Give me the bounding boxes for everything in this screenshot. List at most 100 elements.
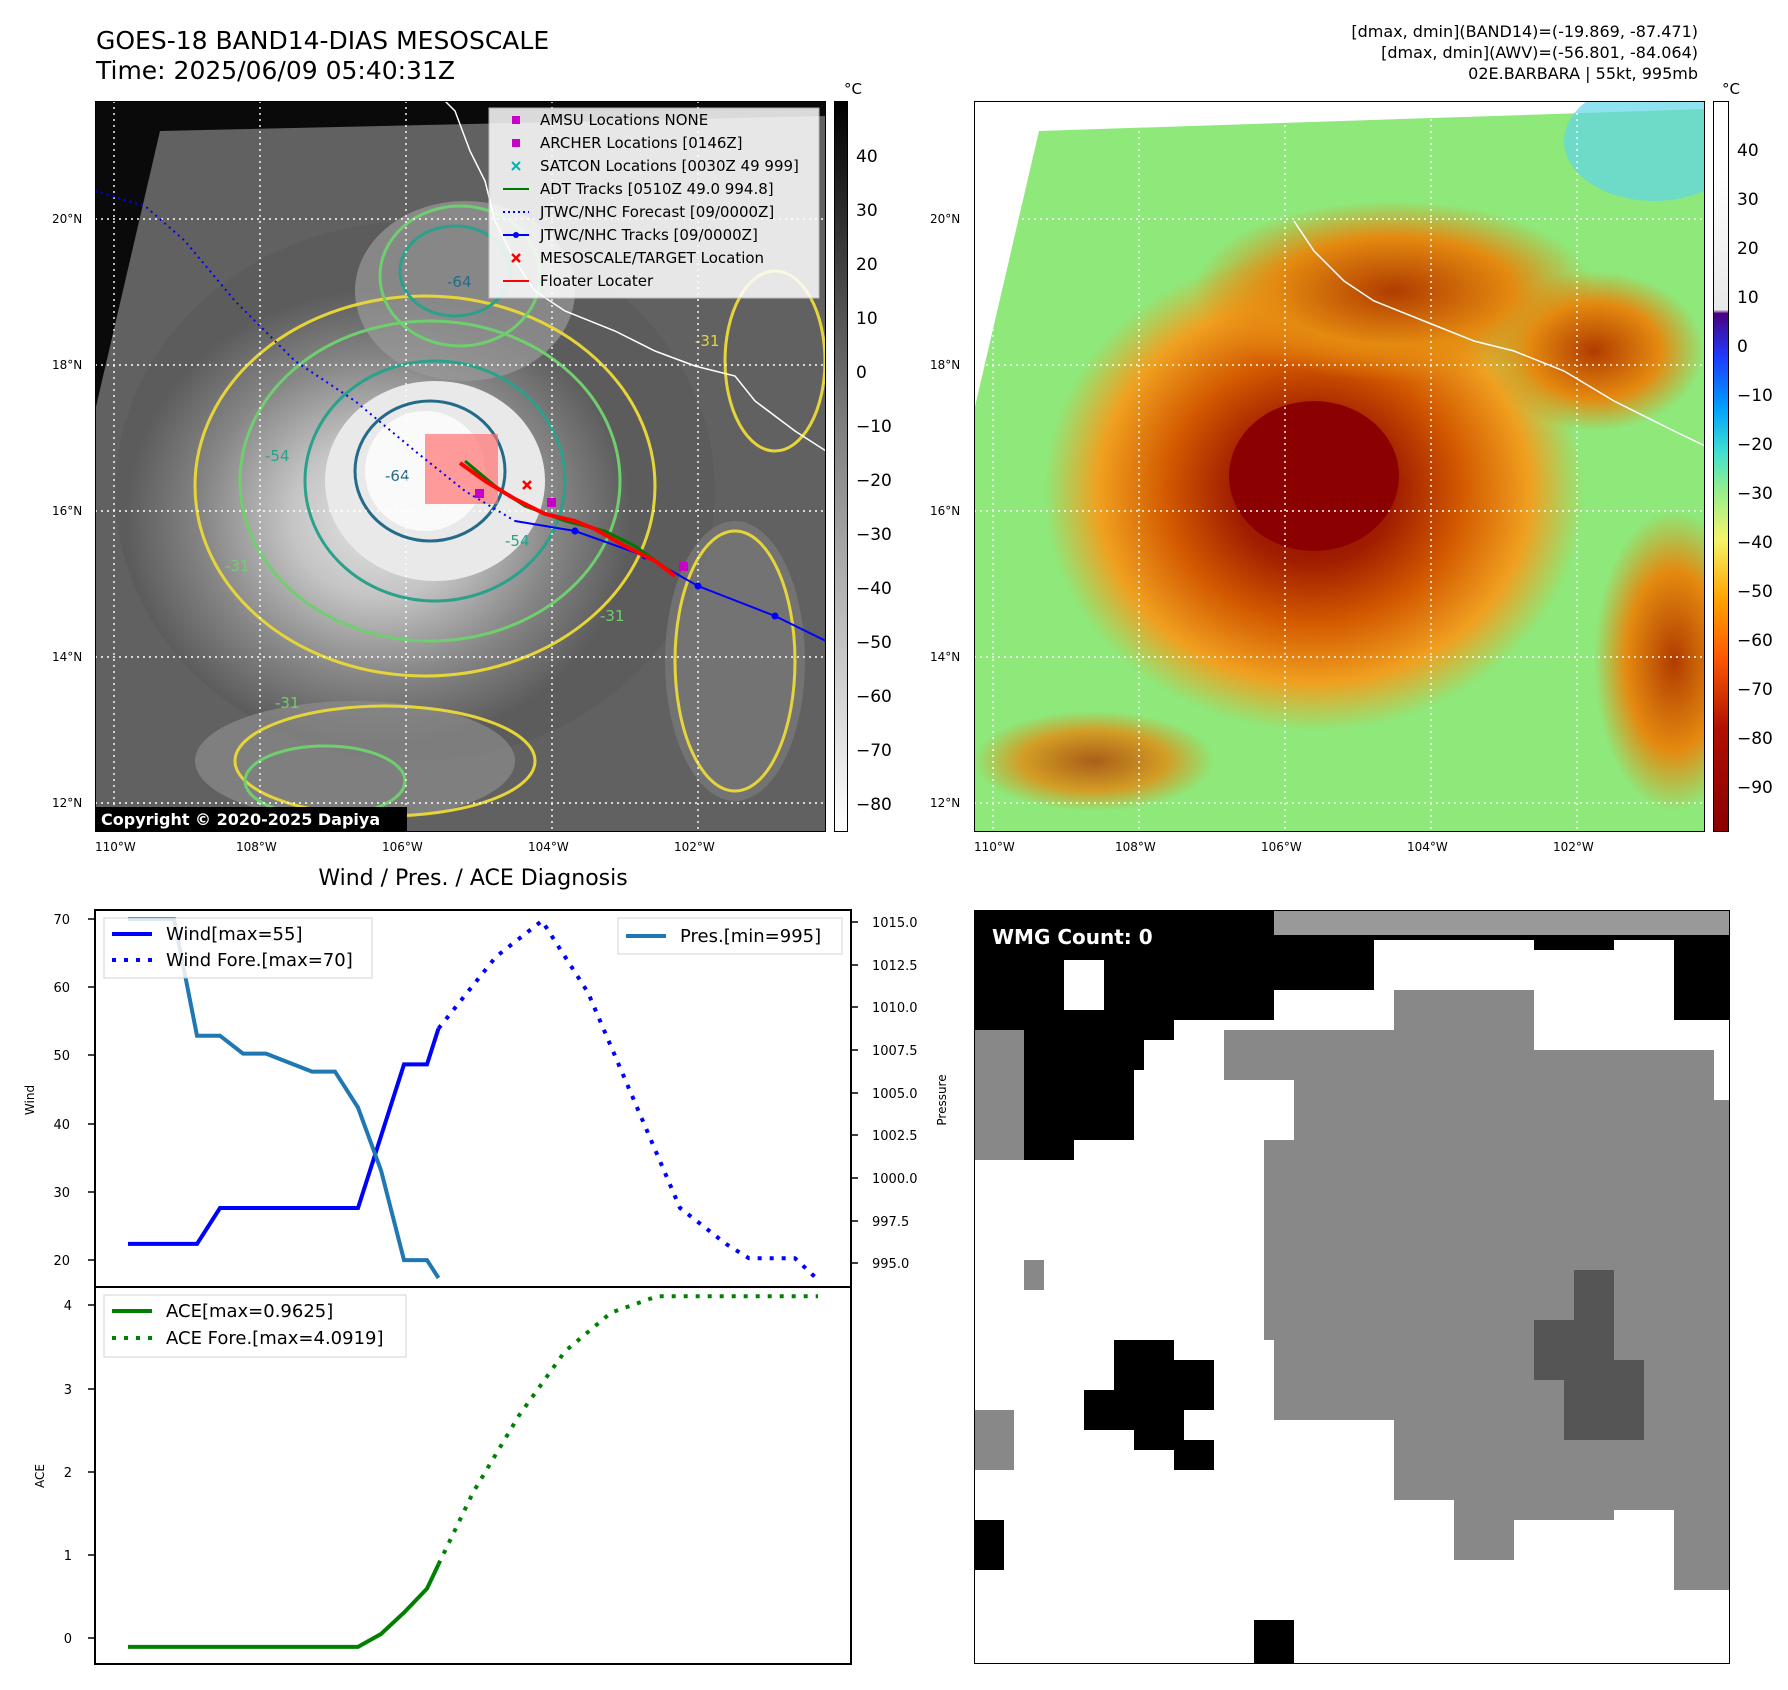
legend-entry: ADT Tracks [0510Z 49.0 994.8] (540, 180, 774, 198)
series-ace-line (128, 1563, 441, 1649)
ace-tick: 1 (64, 1549, 72, 1564)
wv-colorbar-ticks: 40 30 20 10 0 −10 −20 −30 −40 −50 −60 −7… (1737, 101, 1787, 832)
wmg-svg: WMG Count: 0 (973, 909, 1731, 1665)
legend-ace: ACE[max=0.9625] (166, 1301, 333, 1322)
colorbar-tick: −60 (856, 687, 892, 707)
lon-tick: 108°W (236, 840, 277, 854)
info-awv: [dmax, dmin](AWV)=(-56.801, -84.064) (1381, 43, 1698, 62)
wv-colorbar-unit: °C (1722, 80, 1740, 98)
pressure-ticks: 1015.0 1012.5 1010.0 1007.5 1005.0 1002.… (872, 916, 918, 1272)
ace-axis-label: ACE (33, 1464, 47, 1488)
ir-map-panel[interactable]: -64 -54 -64 -54 -31 -31 -31 -31 (94, 100, 827, 833)
ace-tick: 4 (64, 1299, 72, 1314)
wind-tick: 50 (53, 1049, 70, 1064)
colorbar-tick: −10 (1737, 386, 1773, 406)
colorbar-tick: 0 (1737, 337, 1748, 357)
legend-entry: MESOSCALE/TARGET Location (540, 249, 764, 267)
ace-tick: 3 (64, 1383, 72, 1398)
colorbar-tick: −10 (856, 417, 892, 437)
colorbar-tick: −50 (1737, 582, 1773, 602)
wind-legend (103, 917, 373, 979)
wind-tick: 40 (53, 1118, 70, 1133)
pressure-tick: 1005.0 (872, 1087, 918, 1102)
contour-label: -31 (275, 694, 300, 712)
colorbar-tick: 40 (1737, 141, 1759, 161)
legend-ace-forecast: ACE Fore.[max=4.0919] (166, 1328, 384, 1349)
colorbar-tick: 20 (856, 255, 878, 275)
wind-tick: 70 (53, 913, 70, 928)
colorbar-tick: −20 (856, 471, 892, 491)
pressure-tick: 995.0 (872, 1257, 909, 1272)
colorbar-tick: −40 (1737, 533, 1773, 553)
ace-ticks: 4 3 2 1 0 (64, 1299, 72, 1647)
pressure-axis-label: Pressure (935, 1074, 949, 1125)
ir-colorbar (834, 101, 848, 832)
lon-tick: 106°W (382, 840, 423, 854)
lat-tick: 16°N (52, 504, 83, 518)
series-ace-forecast-line (436, 1294, 818, 1566)
ace-tick: 0 (64, 1632, 72, 1647)
pressure-tick: 1007.5 (872, 1044, 918, 1059)
legend-entry: ARCHER Locations [0146Z] (540, 134, 743, 152)
contour-label: -31 (695, 332, 720, 350)
colorbar-tick: −70 (856, 741, 892, 761)
wind-axis-label: Wind (23, 1085, 37, 1115)
legend-entry: Floater Locater (540, 272, 654, 290)
series-wind-line (128, 1027, 441, 1246)
pressure-tick: 1012.5 (872, 959, 918, 974)
ace-tick: 2 (64, 1466, 72, 1481)
wv-colorbar (1713, 101, 1729, 832)
lat-tick: 12°N (52, 796, 83, 810)
series-pressure-line (128, 917, 441, 1280)
lat-tick: 20°N (930, 212, 961, 226)
wmg-panel[interactable]: WMG Count: 0 (973, 909, 1731, 1665)
colorbar-tick: −30 (856, 525, 892, 545)
colorbar-tick: −90 (1737, 778, 1773, 798)
contour-label: -31 (225, 557, 250, 575)
colorbar-tick: −80 (856, 795, 892, 815)
colorbar-tick: −30 (1737, 484, 1773, 504)
lon-tick: 110°W (974, 840, 1015, 854)
legend-wind-forecast: Wind Fore.[max=70] (166, 950, 353, 971)
wind-ticks: 70 60 50 40 30 20 (53, 913, 70, 1269)
lon-tick: 108°W (1115, 840, 1156, 854)
colorbar-tick: −70 (1737, 680, 1773, 700)
lon-tick: 102°W (1553, 840, 1594, 854)
pressure-tick: 1010.0 (872, 1001, 918, 1016)
ir-lat-axis: 20°N 18°N 16°N 14°N 12°N (52, 101, 92, 832)
wv-lat-axis: 20°N 18°N 16°N 14°N 12°N (930, 101, 970, 832)
legend-entry: JTWC/NHC Forecast [09/0000Z] (539, 203, 774, 221)
lon-tick: 106°W (1261, 840, 1302, 854)
colorbar-tick: 30 (856, 201, 878, 221)
lat-tick: 20°N (52, 212, 83, 226)
pressure-tick: 997.5 (872, 1215, 909, 1230)
legend-wind: Wind[max=55] (166, 924, 303, 945)
wv-map-panel[interactable] (973, 81, 1754, 833)
contour-label: -64 (385, 467, 410, 485)
colorbar-tick: 10 (1737, 288, 1759, 308)
ace-axes-frame (94, 1286, 852, 1665)
figure-timestamp: Time: 2025/06/09 05:40:31Z (96, 56, 455, 85)
colorbar-tick: −80 (1737, 729, 1773, 749)
wmg-count-label: WMG Count: 0 (992, 925, 1153, 949)
pressure-tick: 1002.5 (872, 1129, 918, 1144)
lon-tick: 102°W (674, 840, 715, 854)
ir-map-svg: -64 -54 -64 -54 -31 -31 -31 -31 (94, 100, 827, 833)
legend-entry: SATCON Locations [0030Z 49 999] (540, 157, 799, 175)
series-wind-forecast-line (436, 917, 820, 1282)
contour-label: -64 (447, 273, 472, 291)
lat-tick: 18°N (930, 358, 961, 372)
lat-tick: 14°N (930, 650, 961, 664)
figure-title: GOES-18 BAND14-DIAS MESOSCALE (96, 26, 550, 55)
info-storm: 02E.BARBARA | 55kt, 995mb (1468, 64, 1698, 83)
contour-label: -31 (600, 607, 625, 625)
colorbar-tick: −50 (856, 633, 892, 653)
ir-lon-axis: 110°W 108°W 106°W 104°W 102°W (95, 840, 826, 860)
copyright-label: Copyright © 2020-2025 Dapiya (101, 810, 380, 829)
diagnosis-area: Wind Pressure ACE 70 60 50 40 30 20 1015… (0, 900, 960, 1680)
ace-legend (103, 1294, 407, 1358)
diagnosis-title: Wind / Pres. / ACE Diagnosis (318, 866, 628, 891)
legend-entry: AMSU Locations NONE (540, 111, 708, 129)
diagnosis-svg: Wind Pressure ACE 70 60 50 40 30 20 1015… (23, 909, 949, 1665)
colorbar-tick: −20 (1737, 435, 1773, 455)
